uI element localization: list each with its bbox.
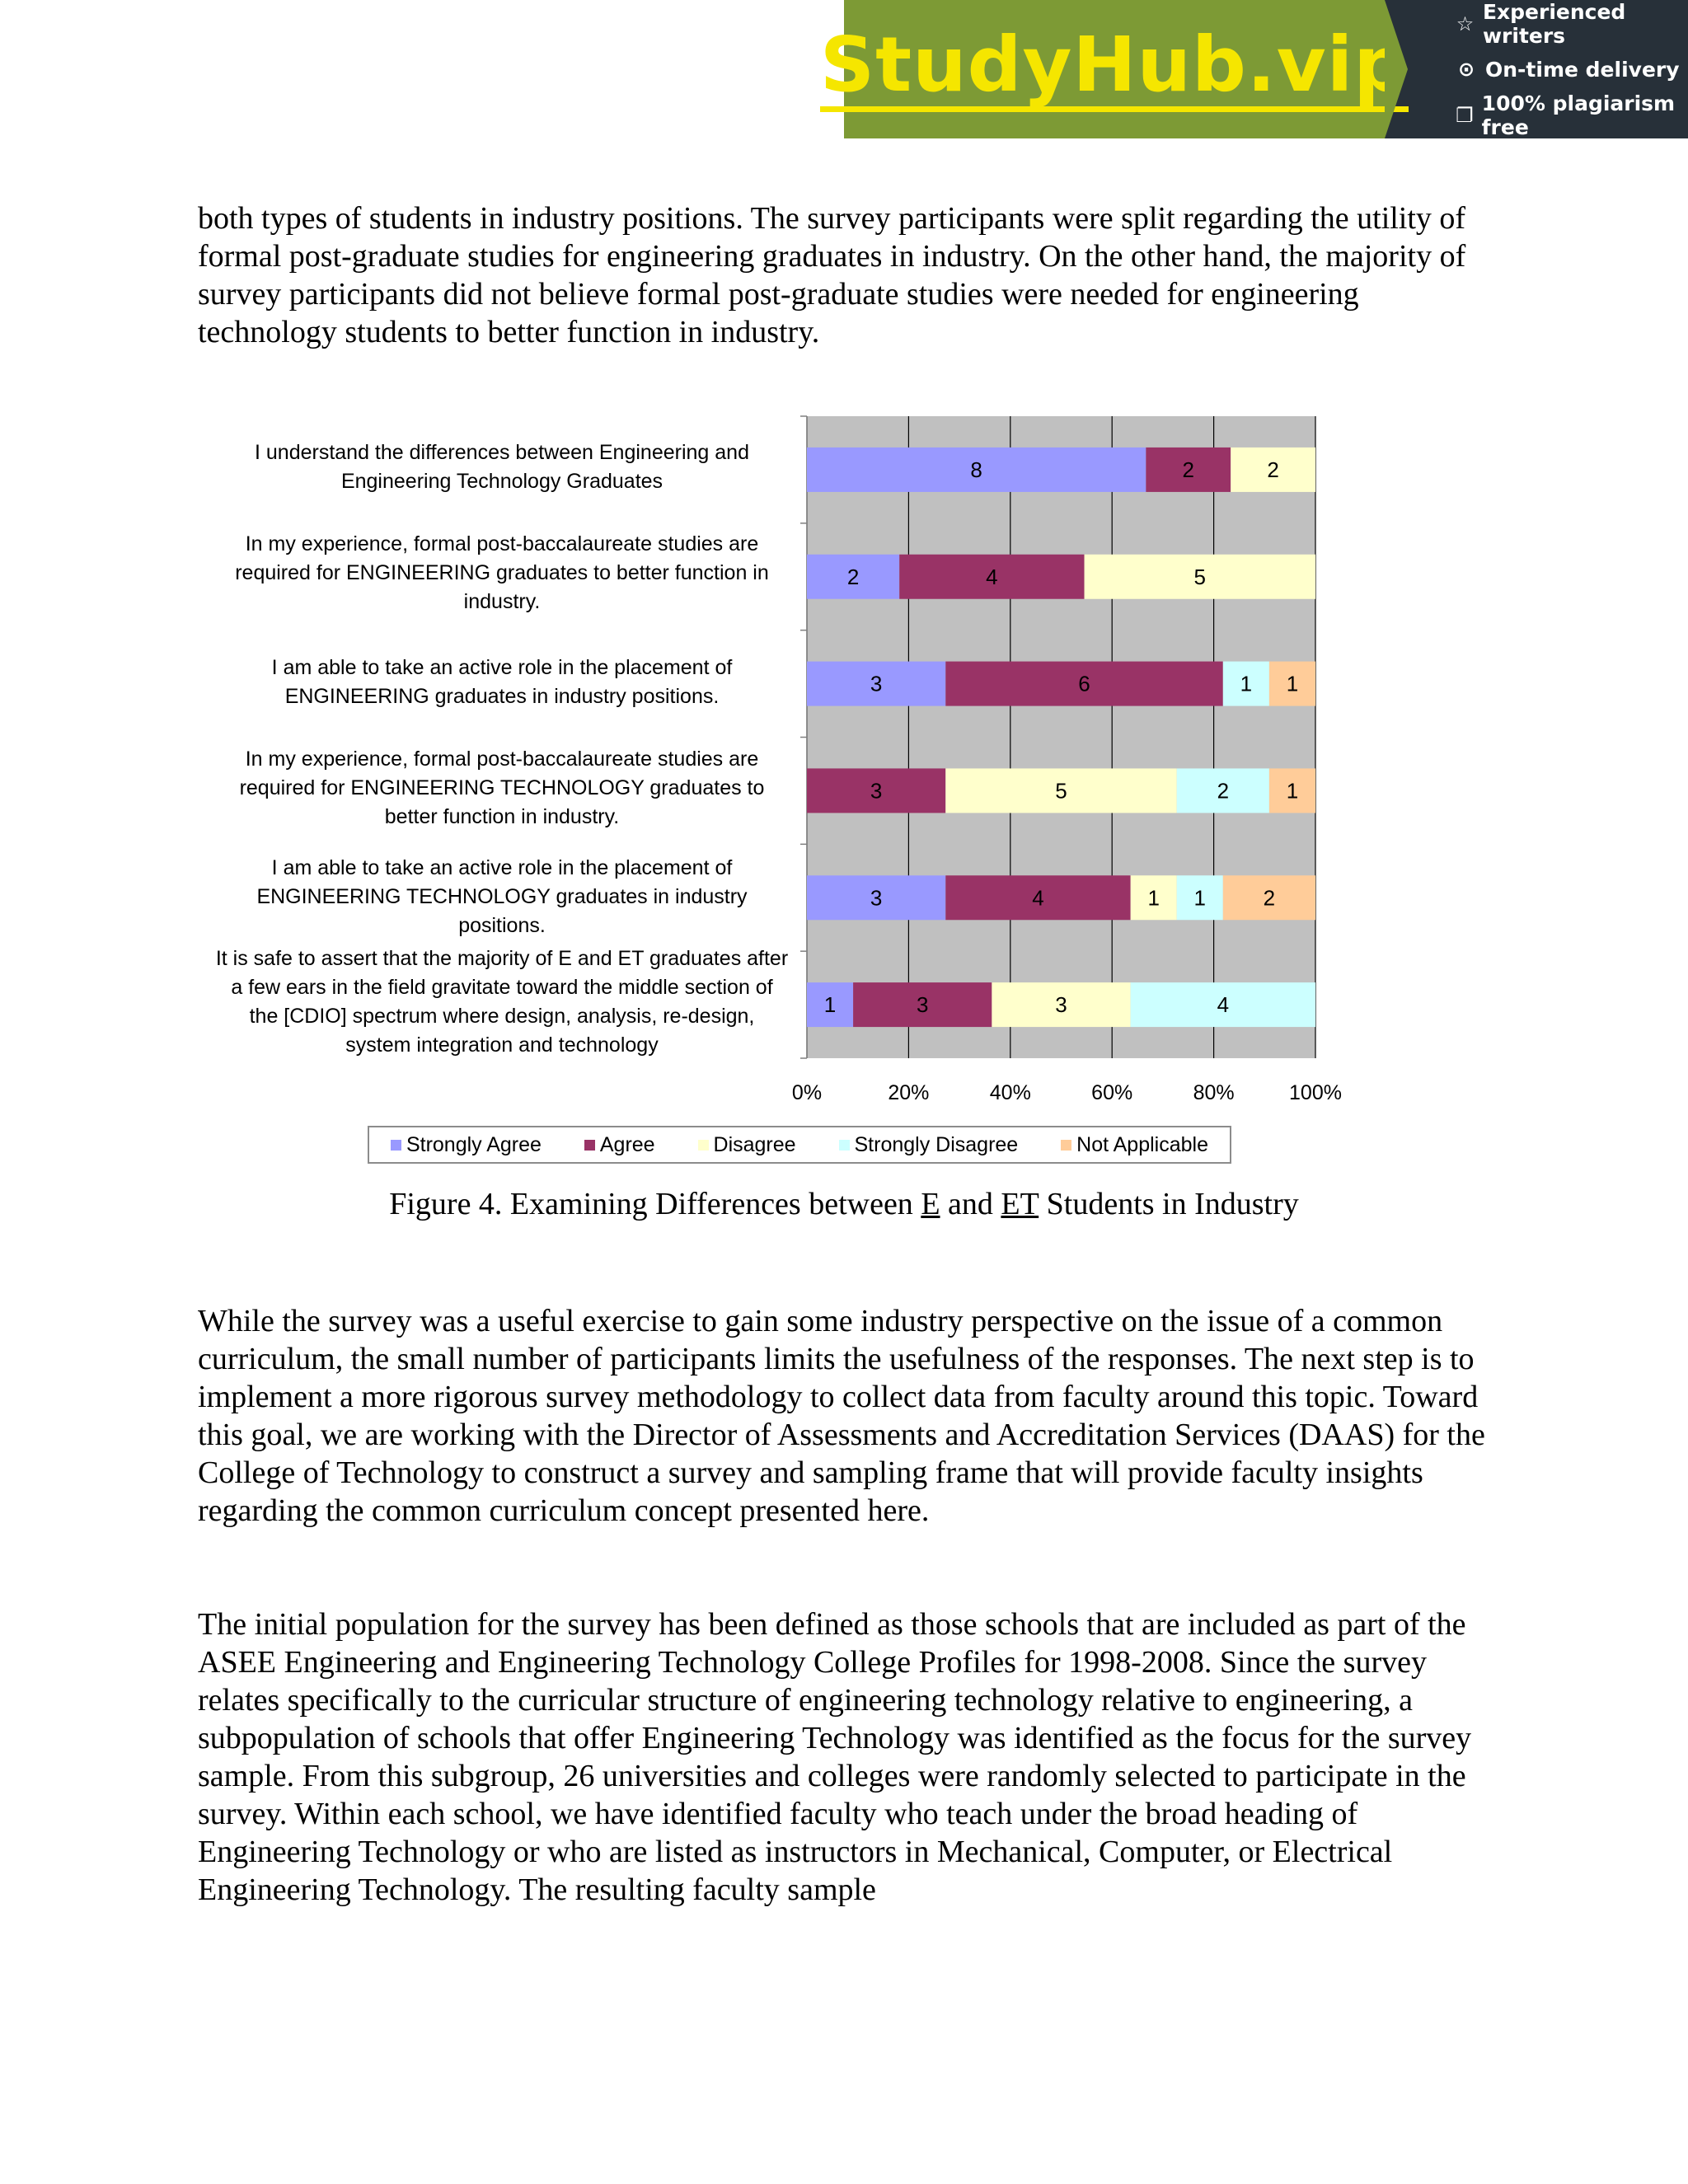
caption-suffix: Students in Industry <box>1039 1187 1299 1221</box>
bar-segment <box>1176 768 1269 813</box>
legend-swatch <box>584 1139 595 1151</box>
bar-segment <box>1130 875 1177 921</box>
data-label: 1 <box>1287 672 1298 696</box>
bar-segment <box>945 875 1131 921</box>
copy-document-icon: ❐ <box>1456 103 1474 127</box>
bar-segment <box>1146 447 1231 492</box>
legend-item: Strongly Disagree <box>838 1132 1019 1157</box>
legend-swatch <box>838 1139 850 1151</box>
data-label: 4 <box>1032 885 1043 910</box>
bar-segment <box>807 875 946 921</box>
legend-swatch <box>697 1139 709 1151</box>
bar-segment <box>1222 661 1269 706</box>
data-label: 1 <box>1240 672 1252 696</box>
bar-segment <box>1231 447 1315 492</box>
figure-caption: Figure 4. Examining Differences between … <box>0 1185 1688 1223</box>
bar-segment <box>899 554 1085 599</box>
bar-segment <box>1222 875 1315 921</box>
x-tick-label: 60% <box>1091 1081 1132 1104</box>
legend-item: Disagree <box>697 1132 796 1157</box>
data-label: 2 <box>1264 885 1275 910</box>
data-label: 1 <box>1287 778 1298 803</box>
data-label: 2 <box>1217 778 1229 803</box>
bar-segment <box>1130 982 1315 1028</box>
star-outline-icon: ☆ <box>1456 12 1475 35</box>
banner-feature: ⊙ On-time delivery <box>1456 58 1688 82</box>
bar-segment <box>807 554 900 599</box>
category-label: In my experience, formal post-baccalaure… <box>235 532 769 613</box>
legend-swatch <box>390 1139 401 1151</box>
chart-legend: Strongly Agree Agree Disagree Strongly D… <box>368 1126 1231 1164</box>
banner-logo-area[interactable]: StudyHub.vip <box>819 0 1409 138</box>
stacked-bar-chart: 0% 20% 40% 60% 80% 100% 8 2 2 2 4 5 3 6 1 1 3 5 2 1 3 4 1 1 2 1 3 3… <box>792 415 1342 1104</box>
body-paragraph: both types of students in industry posit… <box>198 201 1466 349</box>
data-label: 6 <box>1078 672 1090 696</box>
bar-segment <box>945 661 1223 706</box>
category-label: I understand the differences between Eng… <box>255 441 749 493</box>
x-tick-label: 40% <box>990 1081 1031 1104</box>
data-label: 5 <box>1194 565 1206 589</box>
data-label: 1 <box>1194 885 1206 910</box>
data-label: 3 <box>1055 992 1067 1017</box>
data-label: 4 <box>986 565 997 589</box>
bar-segment <box>853 982 992 1028</box>
category-label: In my experience, formal post-baccalaure… <box>239 748 765 828</box>
bar-segment <box>807 982 854 1028</box>
data-label: 2 <box>1267 457 1278 482</box>
clock-icon: ⊙ <box>1457 58 1475 81</box>
bar-segment <box>807 768 946 813</box>
data-label: 1 <box>1147 885 1159 910</box>
bar-segment <box>807 447 1146 492</box>
caption-mid: and <box>940 1187 1001 1221</box>
ad-banner[interactable]: StudyHub.vip ☆ Experienced writers ⊙ On-… <box>819 0 1688 139</box>
caption-e: E <box>921 1187 940 1221</box>
caption-et: ET <box>1001 1187 1039 1221</box>
legend-label: Disagree <box>713 1132 796 1156</box>
banner-feature: ❐ 100% plagiarism free <box>1456 91 1688 139</box>
body-paragraph: While the survey was a useful exercise t… <box>198 1304 1485 1528</box>
x-tick-label: 0% <box>792 1081 822 1104</box>
legend-item: Not Applicable <box>1061 1133 1208 1157</box>
banner-features: ☆ Experienced writers ⊙ On-time delivery… <box>1385 0 1688 139</box>
data-label: 2 <box>847 565 859 589</box>
plot-area <box>807 416 1315 1058</box>
legend-item: Strongly Agree <box>390 1132 542 1157</box>
bar-segment <box>1084 554 1315 599</box>
banner-logo[interactable]: StudyHub.vip <box>819 26 1409 112</box>
legend-label: Strongly Agree <box>406 1132 542 1156</box>
data-label: 5 <box>1055 778 1067 803</box>
bar-segment <box>807 661 946 706</box>
x-tick-label: 20% <box>888 1081 929 1104</box>
data-label: 1 <box>824 992 836 1017</box>
legend-label: Strongly Disagree <box>854 1132 1019 1156</box>
data-label: 3 <box>870 672 882 696</box>
bar-segment <box>1176 875 1223 921</box>
caption-prefix: Figure 4. Examining Differences between <box>389 1187 921 1221</box>
banner-feature-text: Experienced writers <box>1482 0 1626 48</box>
data-label: 4 <box>1217 992 1229 1017</box>
data-label: 2 <box>1183 457 1194 482</box>
banner-feature-text: On-time delivery <box>1485 57 1680 82</box>
bar-segment <box>1268 768 1315 813</box>
bar-segment <box>992 982 1131 1028</box>
legend-swatch <box>1061 1139 1072 1151</box>
bar-segment <box>1268 661 1315 706</box>
legend-label: Not Applicable <box>1076 1132 1208 1156</box>
bar-segment <box>945 768 1177 813</box>
x-tick-label: 100% <box>1289 1081 1342 1104</box>
category-label: I am able to take an active role in the … <box>271 656 733 708</box>
legend-label: Agree <box>599 1132 655 1156</box>
data-label: 3 <box>870 778 882 803</box>
category-label: It is safe to assert that the majority o… <box>215 947 789 1057</box>
data-label: 3 <box>917 992 928 1017</box>
x-tick-label: 80% <box>1193 1081 1235 1104</box>
legend-item: Agree <box>584 1133 655 1157</box>
category-label: I am able to take an active role in the … <box>256 856 748 937</box>
body-paragraph: The initial population for the survey ha… <box>198 1607 1472 1907</box>
banner-feature-text: 100% plagiarism free <box>1481 91 1676 139</box>
banner-feature: ☆ Experienced writers <box>1456 0 1688 48</box>
data-label: 8 <box>970 457 982 482</box>
data-label: 3 <box>870 885 882 910</box>
